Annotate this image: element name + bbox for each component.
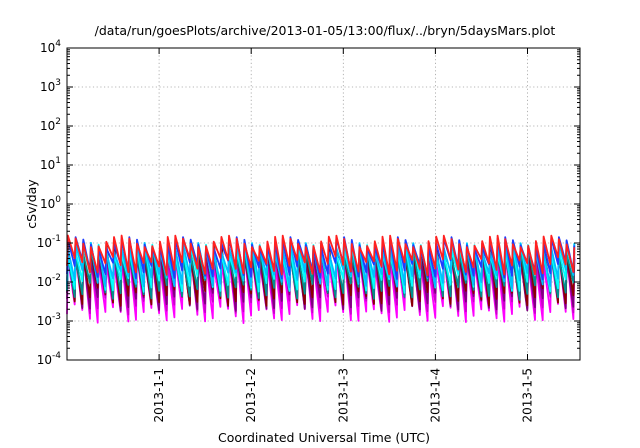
x-axis: 2013-1-1 2013-1-2 2013-1-3 2013-1-4 2013-1-5 — [152, 48, 535, 422]
y-tick-label: 101 — [40, 156, 61, 172]
x-axis-label: Coordinated Universal Time (UTC) — [218, 430, 430, 445]
chart-title: /data/run/goesPlots/archive/2013-01-05/1… — [95, 23, 556, 38]
y-tick-label: 10-4 — [37, 351, 62, 367]
y-tick-label: 100 — [40, 195, 61, 211]
x-tick-label: 2013-1-5 — [521, 368, 535, 422]
y-tick-label: 10-1 — [37, 234, 61, 250]
x-tick-label: 2013-1-2 — [244, 368, 258, 422]
series-line — [66, 234, 576, 277]
y-tick-label: 10-2 — [37, 273, 61, 289]
y-axis: 104 103 102 101 100 10-1 10-2 10-3 10-4 — [37, 39, 580, 367]
x-tick-label: 2013-1-3 — [336, 368, 350, 422]
y-tick-label: 103 — [40, 78, 61, 94]
y-tick-label: 104 — [40, 39, 61, 55]
y-axis-label: cSv/day — [24, 179, 39, 229]
y-tick-label: 102 — [40, 117, 61, 133]
x-tick-label: 2013-1-1 — [152, 368, 166, 422]
y-tick-label: 10-3 — [37, 312, 61, 328]
data-series — [66, 234, 576, 324]
x-tick-label: 2013-1-4 — [428, 368, 442, 422]
